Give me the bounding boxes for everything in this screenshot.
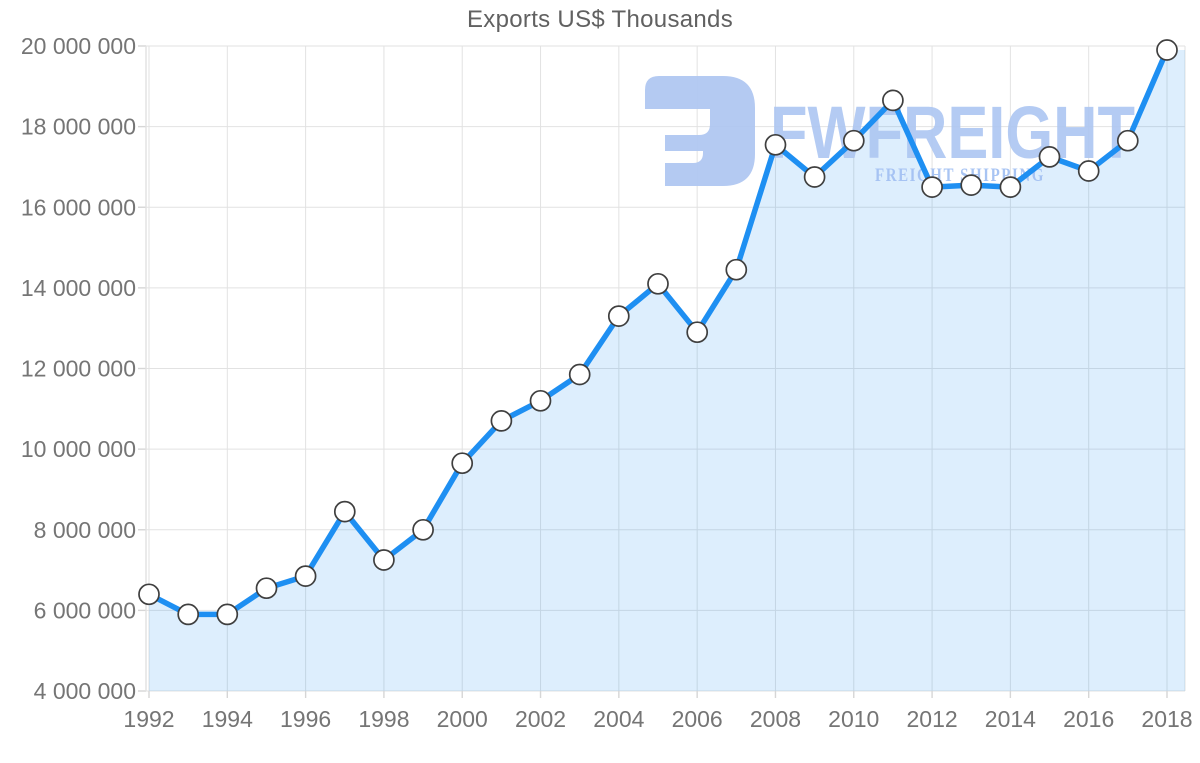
x-axis-label: 1998 [358, 706, 409, 732]
fwfreight-logo-icon [645, 76, 755, 186]
data-point-1993 [177, 603, 200, 626]
y-axis-label: 12 000 000 [21, 356, 136, 382]
data-point-2008 [764, 133, 787, 156]
x-axis-label: 2010 [828, 706, 879, 732]
x-axis-label: 2016 [1063, 706, 1114, 732]
data-point-2007 [725, 258, 748, 281]
watermark-tagline-text: FREIGHT SHIPPING [875, 165, 1045, 186]
data-point-2018 [1156, 39, 1178, 61]
x-axis-label: 2004 [593, 706, 644, 732]
data-point-2016 [1077, 160, 1100, 182]
data-point-1992 [138, 583, 160, 606]
chart-title: Exports US$ Thousands [467, 6, 733, 33]
data-point-2011 [882, 89, 904, 112]
data-point-1994 [216, 603, 239, 626]
x-axis-labels: 1992 1994 1996 1998 2000 2002 2004 2006 2008 2010… [123, 706, 1192, 732]
watermark-brand-text: FWFREIGHT [770, 91, 1135, 174]
y-axis-label: 8 000 000 [34, 517, 136, 543]
x-axis-label: 2018 [1141, 706, 1192, 732]
data-point-2000 [451, 452, 474, 475]
data-point-1999 [412, 518, 434, 541]
data-point-2006 [686, 321, 709, 344]
series-area [149, 50, 1185, 691]
y-axis-label: 4 000 000 [34, 678, 136, 704]
x-axis-label: 1996 [280, 706, 331, 732]
data-point-2015 [1038, 146, 1061, 168]
y-axis-label: 16 000 000 [21, 194, 136, 220]
data-point-2017 [1116, 129, 1139, 152]
y-axis-label: 14 000 000 [21, 275, 136, 301]
y-axis-labels: 4 000 000 6 000 000 8 000 000 10 000 000 12 … [21, 33, 136, 704]
x-axis-label: 2006 [672, 706, 723, 732]
x-axis-label: 2002 [515, 706, 566, 732]
data-point-2009 [803, 166, 826, 188]
data-point-2002 [529, 389, 552, 412]
data-point-2012 [921, 176, 943, 198]
y-axis-label: 18 000 000 [21, 114, 136, 140]
data-point-2003 [568, 363, 591, 386]
y-axis-label: 6 000 000 [34, 597, 136, 623]
data-point-1997 [333, 500, 356, 523]
x-axis-label: 2000 [437, 706, 488, 732]
data-point-1998 [373, 549, 395, 571]
data-point-2013 [960, 174, 983, 196]
data-point-2014 [999, 176, 1022, 198]
area-fill [149, 50, 1185, 691]
data-point-2004 [607, 305, 630, 327]
x-axis-label: 1994 [202, 706, 253, 732]
data-point-1996 [294, 565, 317, 587]
data-markers [138, 39, 1178, 626]
x-axis-label: 2014 [985, 706, 1036, 732]
data-point-2005 [647, 272, 669, 295]
x-axis-label: 2012 [906, 706, 957, 732]
data-point-2001 [490, 410, 513, 432]
x-axis-label: 1992 [123, 706, 174, 732]
x-axis-label: 2008 [750, 706, 801, 732]
data-point-2010 [842, 129, 865, 152]
data-point-1995 [255, 577, 278, 600]
y-axis-label: 10 000 000 [21, 436, 136, 462]
y-axis-label: 20 000 000 [21, 33, 136, 59]
